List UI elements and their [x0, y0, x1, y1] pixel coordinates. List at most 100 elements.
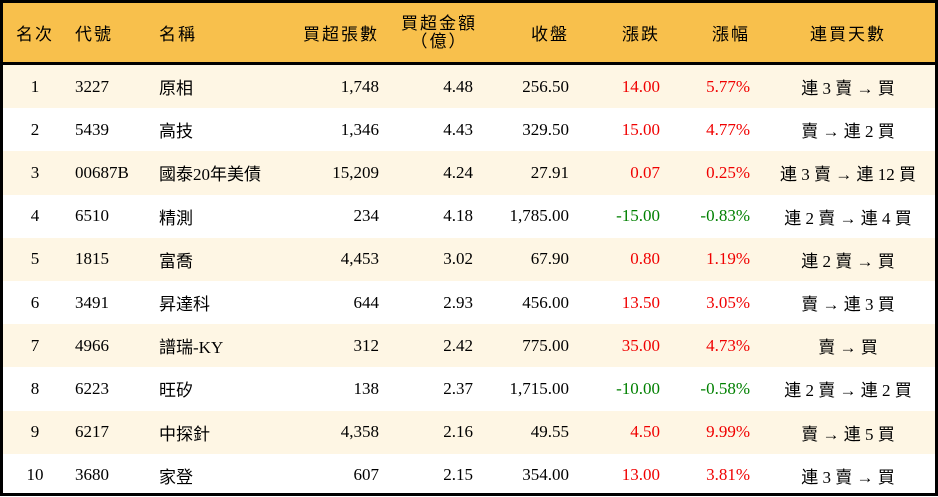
table-row: 9 6217 中探針 4,358 2.16 49.55 4.50 9.99% 賣 → 連 5 買	[3, 410, 935, 454]
cell-code: 5439	[75, 119, 109, 139]
cell-streak: 連 2 賣 → 連 4 買	[784, 208, 912, 228]
cell-streak: 連 3 賣 → 買	[801, 79, 895, 99]
cell-amount: 4.24	[443, 162, 473, 182]
header-streak: 連買天數	[810, 25, 886, 44]
cell-pct: 4.73%	[706, 335, 750, 355]
cell-close: 354.00	[522, 465, 569, 485]
cell-streak: 賣 → 連 2 買	[801, 122, 895, 142]
cell-shares: 15,209	[332, 162, 379, 182]
table-row: 10 3680 家登 607 2.15 354.00 13.00 3.81% 連 3 賣 → 買	[3, 454, 935, 497]
cell-code: 6510	[75, 206, 109, 226]
cell-amount: 2.15	[443, 465, 473, 485]
cell-close: 27.91	[530, 162, 569, 182]
cell-shares: 1,346	[340, 119, 379, 139]
cell-close: 775.00	[522, 335, 569, 355]
cell-code: 1815	[75, 249, 109, 269]
cell-streak: 連 3 賣 → 買	[801, 467, 895, 487]
table-row: 1 3227 原相 1,748 4.48 256.50 14.00 5.77% 連 3 賣 → …	[3, 65, 935, 109]
header-change: 漲跌	[622, 25, 660, 44]
cell-change: 13.00	[621, 465, 660, 485]
cell-change: 15.00	[621, 119, 660, 139]
cell-rank: 6	[30, 292, 40, 312]
cell-change: 14.00	[621, 76, 660, 96]
cell-shares: 138	[353, 378, 380, 398]
cell-amount: 4.48	[443, 76, 473, 96]
cell-change: 35.00	[621, 335, 660, 355]
cell-pct: 9.99%	[706, 422, 750, 442]
header-rank: 名次	[16, 25, 54, 44]
cell-close: 329.50	[522, 119, 569, 139]
cell-name: 原相	[159, 79, 193, 99]
cell-pct: 3.81%	[706, 465, 750, 485]
cell-rank: 7	[30, 335, 40, 355]
table-row: 6 3491 昇達科 644 2.93 456.00 13.50 3.05% 賣 → 連 3 買	[3, 281, 935, 324]
cell-name: 國泰20年美債	[159, 165, 261, 185]
cell-shares: 4,358	[340, 422, 379, 442]
table-row: 5 1815 富喬 4,453 3.02 67.90 0.80 1.19% 連 2 賣 → 買	[3, 237, 935, 281]
cell-name: 中探針	[159, 424, 210, 444]
cell-rank: 8	[30, 378, 40, 398]
cell-pct: 4.77%	[706, 119, 750, 139]
cell-pct: -0.58%	[700, 378, 750, 398]
cell-change: 0.80	[630, 249, 660, 269]
cell-shares: 234	[353, 206, 380, 226]
cell-shares: 644	[353, 292, 380, 312]
cell-shares: 312	[353, 335, 380, 355]
cell-close: 1,715.00	[509, 378, 570, 398]
cell-streak: 賣 → 連 3 買	[801, 295, 895, 315]
cell-rank: 3	[30, 162, 40, 182]
cell-code: 4966	[75, 335, 109, 355]
cell-pct: 5.77%	[706, 76, 750, 96]
cell-amount: 4.18	[443, 206, 473, 226]
cell-rank: 2	[30, 119, 40, 139]
cell-pct: 3.05%	[706, 292, 750, 312]
cell-name: 譜瑞-KY	[159, 338, 224, 358]
cell-streak: 連 3 賣 → 連 12 買	[780, 165, 916, 185]
header-close: 收盤	[531, 25, 569, 44]
cell-change: 0.07	[630, 162, 660, 182]
cell-rank: 9	[30, 422, 40, 442]
cell-change: 13.50	[621, 292, 660, 312]
cell-amount: 2.37	[443, 378, 473, 398]
cell-code: 3227	[75, 76, 109, 96]
cell-code: 6223	[75, 378, 109, 398]
cell-streak: 賣 → 連 5 買	[801, 424, 895, 444]
table-body: 1 3227 原相 1,748 4.48 256.50 14.00 5.77% 連 3 賣 → …	[3, 65, 935, 497]
cell-streak: 賣 → 買	[818, 338, 878, 358]
cell-amount: 2.42	[443, 335, 473, 355]
header-amount: 買超金額 （億）	[401, 3, 477, 62]
cell-pct: -0.83%	[700, 206, 750, 226]
cell-streak: 連 2 賣 → 連 2 買	[784, 381, 912, 401]
cell-code: 3680	[75, 465, 109, 485]
cell-pct: 1.19%	[706, 249, 750, 269]
cell-close: 49.55	[530, 422, 569, 442]
header-amount-unit: （億）	[410, 31, 468, 51]
cell-change: 4.50	[630, 422, 660, 442]
cell-streak: 連 2 賣 → 買	[801, 251, 895, 271]
cell-code: 00687B	[75, 162, 129, 182]
cell-amount: 4.43	[443, 119, 473, 139]
header-shares: 買超張數	[303, 25, 379, 44]
table-row: 3 00687B 國泰20年美債 15,209 4.24 27.91 0.07 0.25% 連 …	[3, 151, 935, 195]
header-amount-label: 買超金額	[401, 13, 477, 33]
cell-close: 67.90	[530, 249, 569, 269]
cell-close: 1,785.00	[509, 206, 570, 226]
table-header: 名次 代號 名稱 買超張數 買超金額 （億） 收盤 漲跌 漲幅 連買天數	[3, 3, 935, 65]
cell-code: 6217	[75, 422, 109, 442]
header-name: 名稱	[159, 25, 197, 44]
cell-code: 3491	[75, 292, 109, 312]
table-row: 2 5439 高技 1,346 4.43 329.50 15.00 4.77% 賣 → 連 2 …	[3, 108, 935, 151]
cell-rank: 4	[30, 206, 40, 226]
cell-pct: 0.25%	[706, 162, 750, 182]
cell-amount: 3.02	[443, 249, 473, 269]
cell-rank: 5	[30, 249, 40, 269]
cell-change: -15.00	[616, 206, 660, 226]
table-row: 4 6510 精測 234 4.18 1,785.00 -15.00 -0.83% 連 2 賣 …	[3, 195, 935, 238]
cell-rank: 10	[26, 465, 44, 485]
cell-shares: 607	[353, 465, 380, 485]
cell-name: 精測	[159, 208, 193, 228]
cell-shares: 4,453	[340, 249, 379, 269]
cell-amount: 2.16	[443, 422, 473, 442]
cell-name: 家登	[159, 467, 193, 487]
